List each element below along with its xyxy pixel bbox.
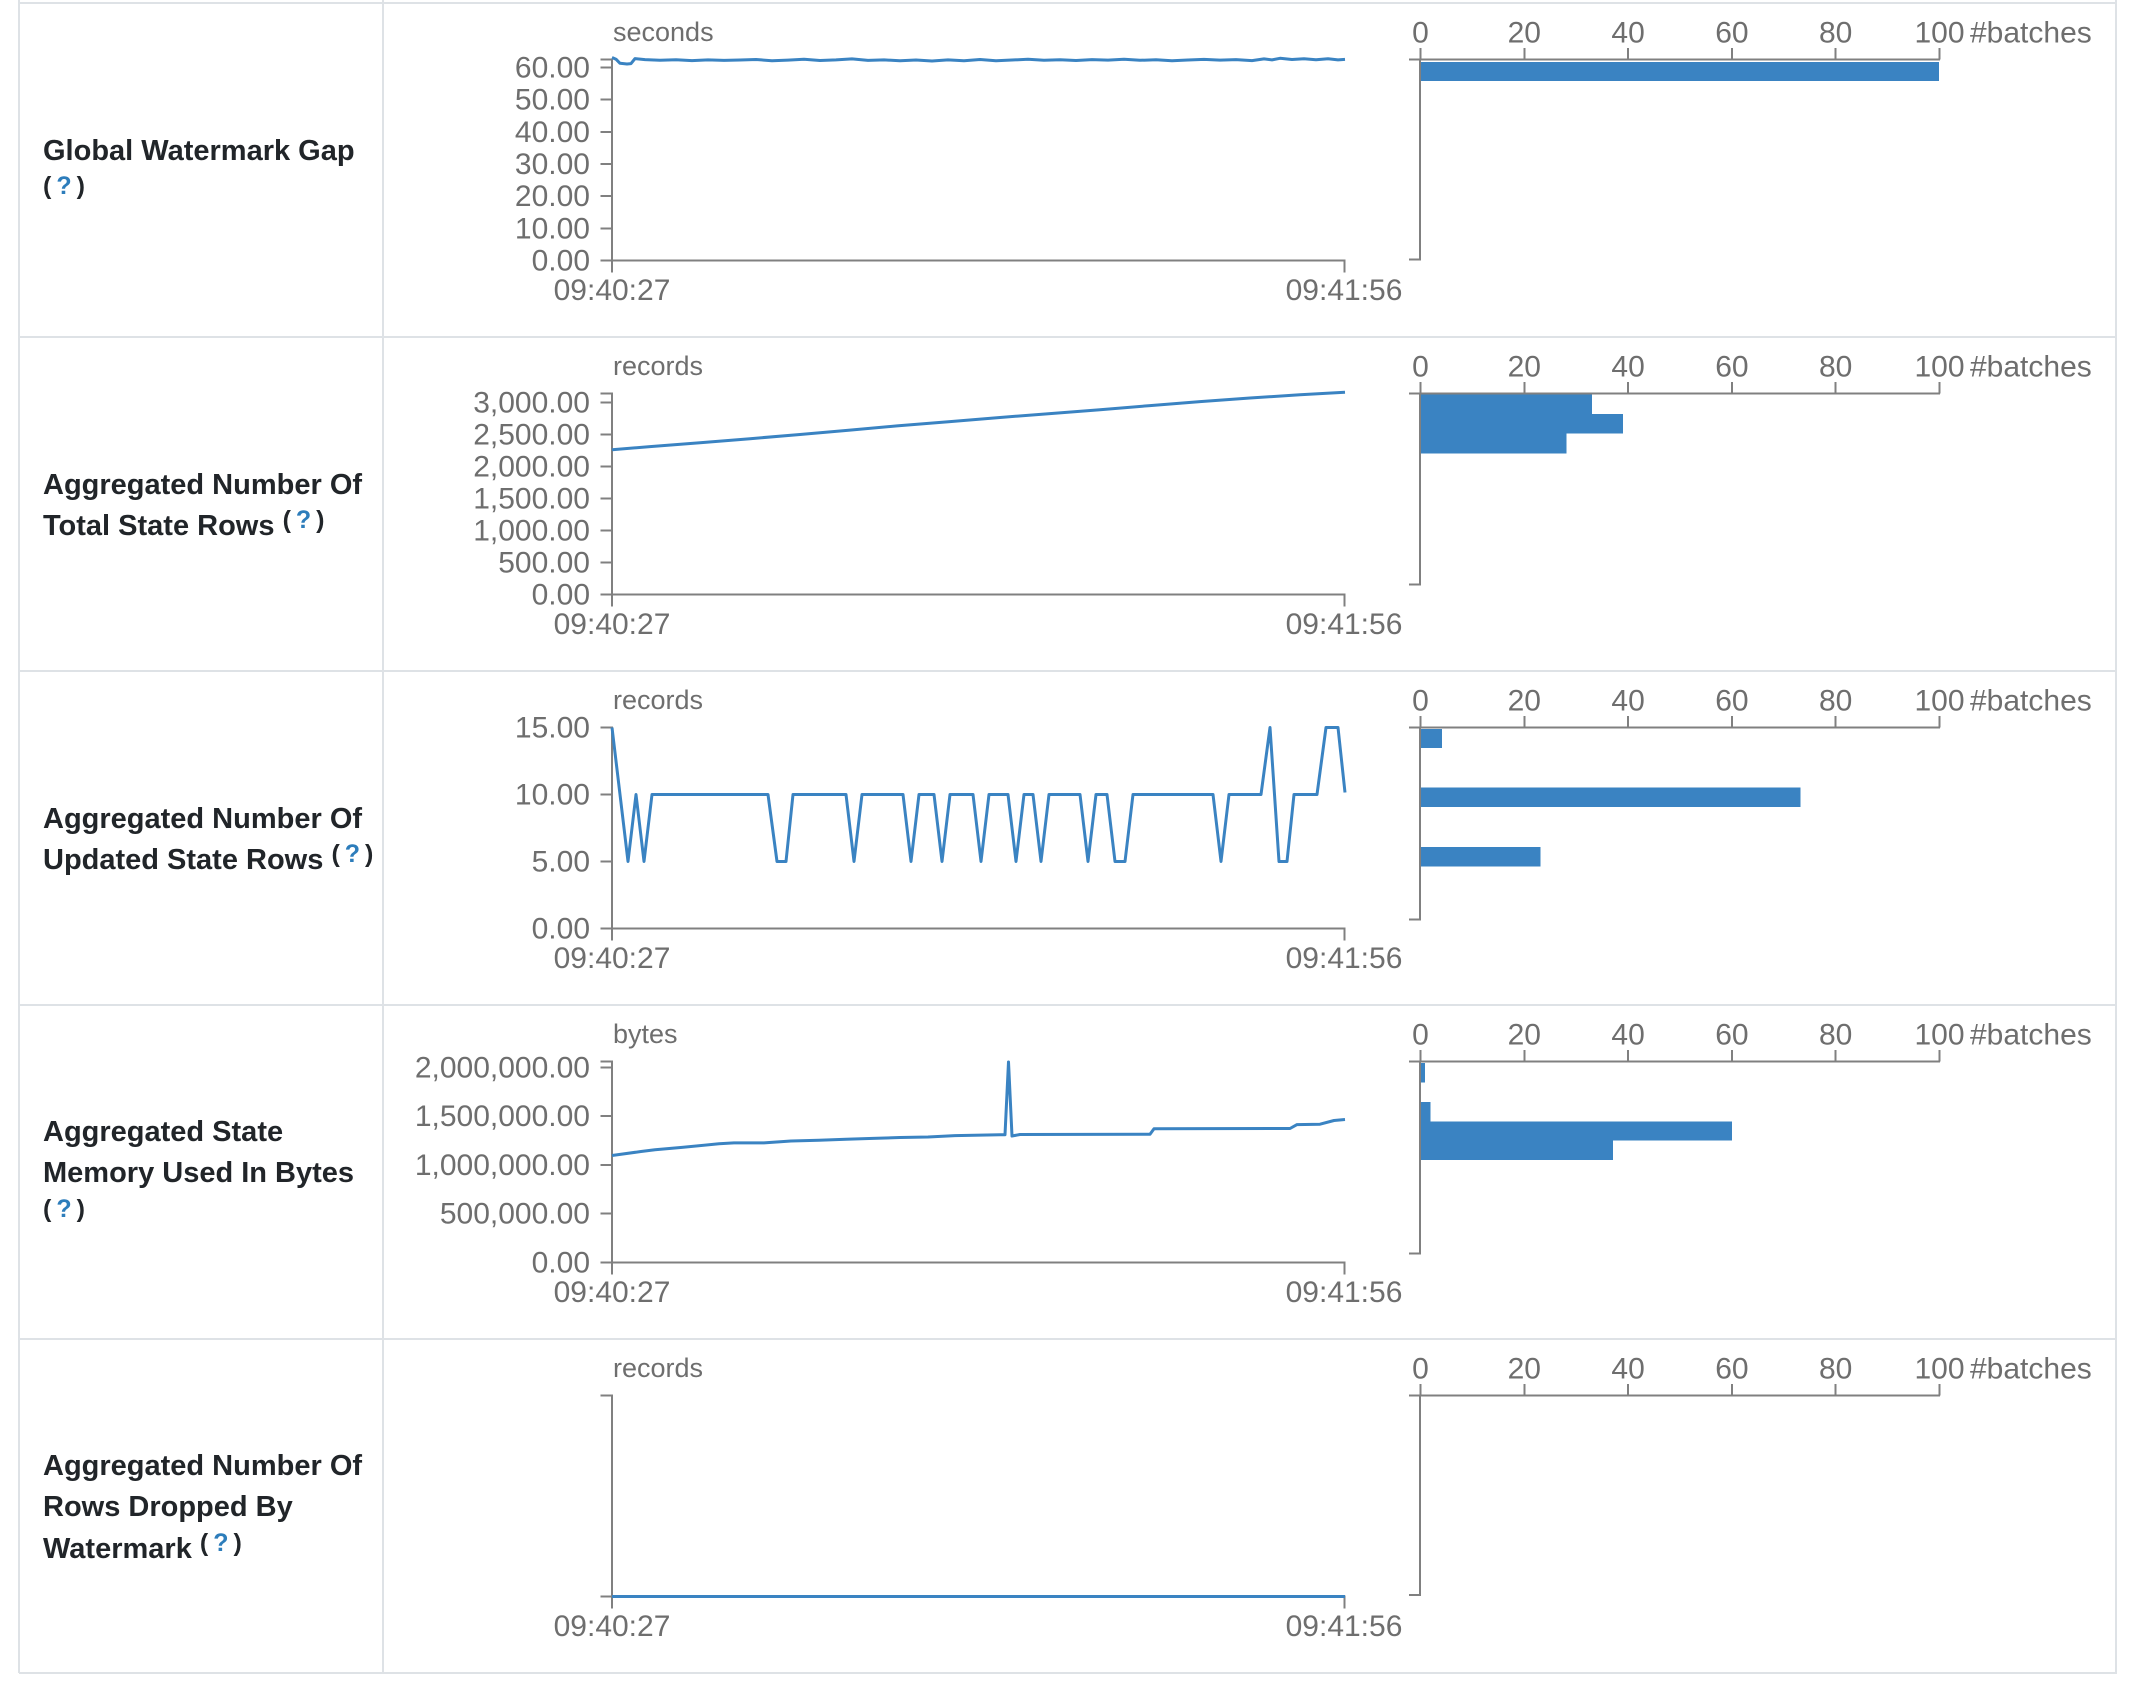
svg-text:09:40:27: 09:40:27 [554,942,671,975]
svg-text:80: 80 [1819,17,1852,50]
svg-text:2,000.00: 2,000.00 [473,451,590,484]
svg-text:40: 40 [1611,1353,1644,1386]
svg-text:20: 20 [1508,1019,1541,1052]
svg-text:09:41:56: 09:41:56 [1286,1276,1403,1309]
svg-text:40.00: 40.00 [515,116,590,149]
svg-text:60: 60 [1715,351,1748,384]
svg-text:500.00: 500.00 [498,547,590,580]
svg-text:500,000.00: 500,000.00 [440,1198,590,1231]
svg-text:#batches: #batches [1970,17,2092,50]
svg-text:#batches: #batches [1970,1353,2092,1386]
svg-text:100: 100 [1914,351,1964,384]
svg-text:100: 100 [1914,1353,1964,1386]
svg-text:40: 40 [1611,351,1644,384]
svg-text:2,000,000.00: 2,000,000.00 [415,1051,590,1084]
svg-text:09:40:27: 09:40:27 [554,1276,671,1309]
svg-text:0.00: 0.00 [532,579,590,612]
svg-text:20: 20 [1508,17,1541,50]
svg-text:0: 0 [1412,685,1429,718]
svg-text:0.00: 0.00 [532,245,590,278]
svg-text:#batches: #batches [1970,685,2092,718]
svg-text:09:41:56: 09:41:56 [1286,274,1403,307]
svg-text:20: 20 [1508,1353,1541,1386]
svg-text:records: records [613,1353,703,1383]
svg-text:09:41:56: 09:41:56 [1286,1610,1403,1643]
svg-text:#batches: #batches [1970,1019,2092,1052]
svg-text:0.00: 0.00 [532,1247,590,1280]
svg-text:40: 40 [1611,17,1644,50]
svg-text:10.00: 10.00 [515,779,590,812]
svg-text:80: 80 [1819,1353,1852,1386]
svg-text:50.00: 50.00 [515,84,590,117]
svg-text:80: 80 [1819,685,1852,718]
svg-text:40: 40 [1611,685,1644,718]
svg-text:20.00: 20.00 [515,180,590,213]
svg-text:80: 80 [1819,1019,1852,1052]
svg-text:09:41:56: 09:41:56 [1286,942,1403,975]
svg-text:09:40:27: 09:40:27 [554,608,671,641]
svg-text:10.00: 10.00 [515,212,590,245]
svg-text:#batches: #batches [1970,351,2092,384]
svg-text:80: 80 [1819,351,1852,384]
svg-text:bytes: bytes [613,1019,678,1049]
svg-text:40: 40 [1611,1019,1644,1052]
svg-text:100: 100 [1914,685,1964,718]
svg-text:09:40:27: 09:40:27 [554,274,671,307]
svg-text:0: 0 [1412,1353,1429,1386]
svg-text:1,000.00: 1,000.00 [473,515,590,548]
svg-text:3,000.00: 3,000.00 [473,387,590,420]
svg-text:15.00: 15.00 [515,712,590,745]
svg-text:0: 0 [1412,351,1429,384]
svg-text:20: 20 [1508,685,1541,718]
svg-text:20: 20 [1508,351,1541,384]
svg-text:2,500.00: 2,500.00 [473,419,590,452]
svg-text:seconds: seconds [613,17,714,47]
svg-text:100: 100 [1914,1019,1964,1052]
svg-text:0: 0 [1412,17,1429,50]
svg-text:records: records [613,351,703,381]
svg-text:1,000,000.00: 1,000,000.00 [415,1149,590,1182]
svg-text:30.00: 30.00 [515,148,590,181]
svg-text:60.00: 60.00 [515,52,590,85]
svg-text:60: 60 [1715,1353,1748,1386]
svg-text:100: 100 [1914,17,1964,50]
svg-text:0: 0 [1412,1019,1429,1052]
svg-text:1,500,000.00: 1,500,000.00 [415,1100,590,1133]
svg-text:60: 60 [1715,17,1748,50]
svg-text:5.00: 5.00 [532,846,590,879]
svg-text:1,500.00: 1,500.00 [473,483,590,516]
svg-text:09:41:56: 09:41:56 [1286,608,1403,641]
svg-text:0.00: 0.00 [532,913,590,946]
svg-text:09:40:27: 09:40:27 [554,1610,671,1643]
svg-text:60: 60 [1715,1019,1748,1052]
svg-text:records: records [613,685,703,715]
svg-text:60: 60 [1715,685,1748,718]
